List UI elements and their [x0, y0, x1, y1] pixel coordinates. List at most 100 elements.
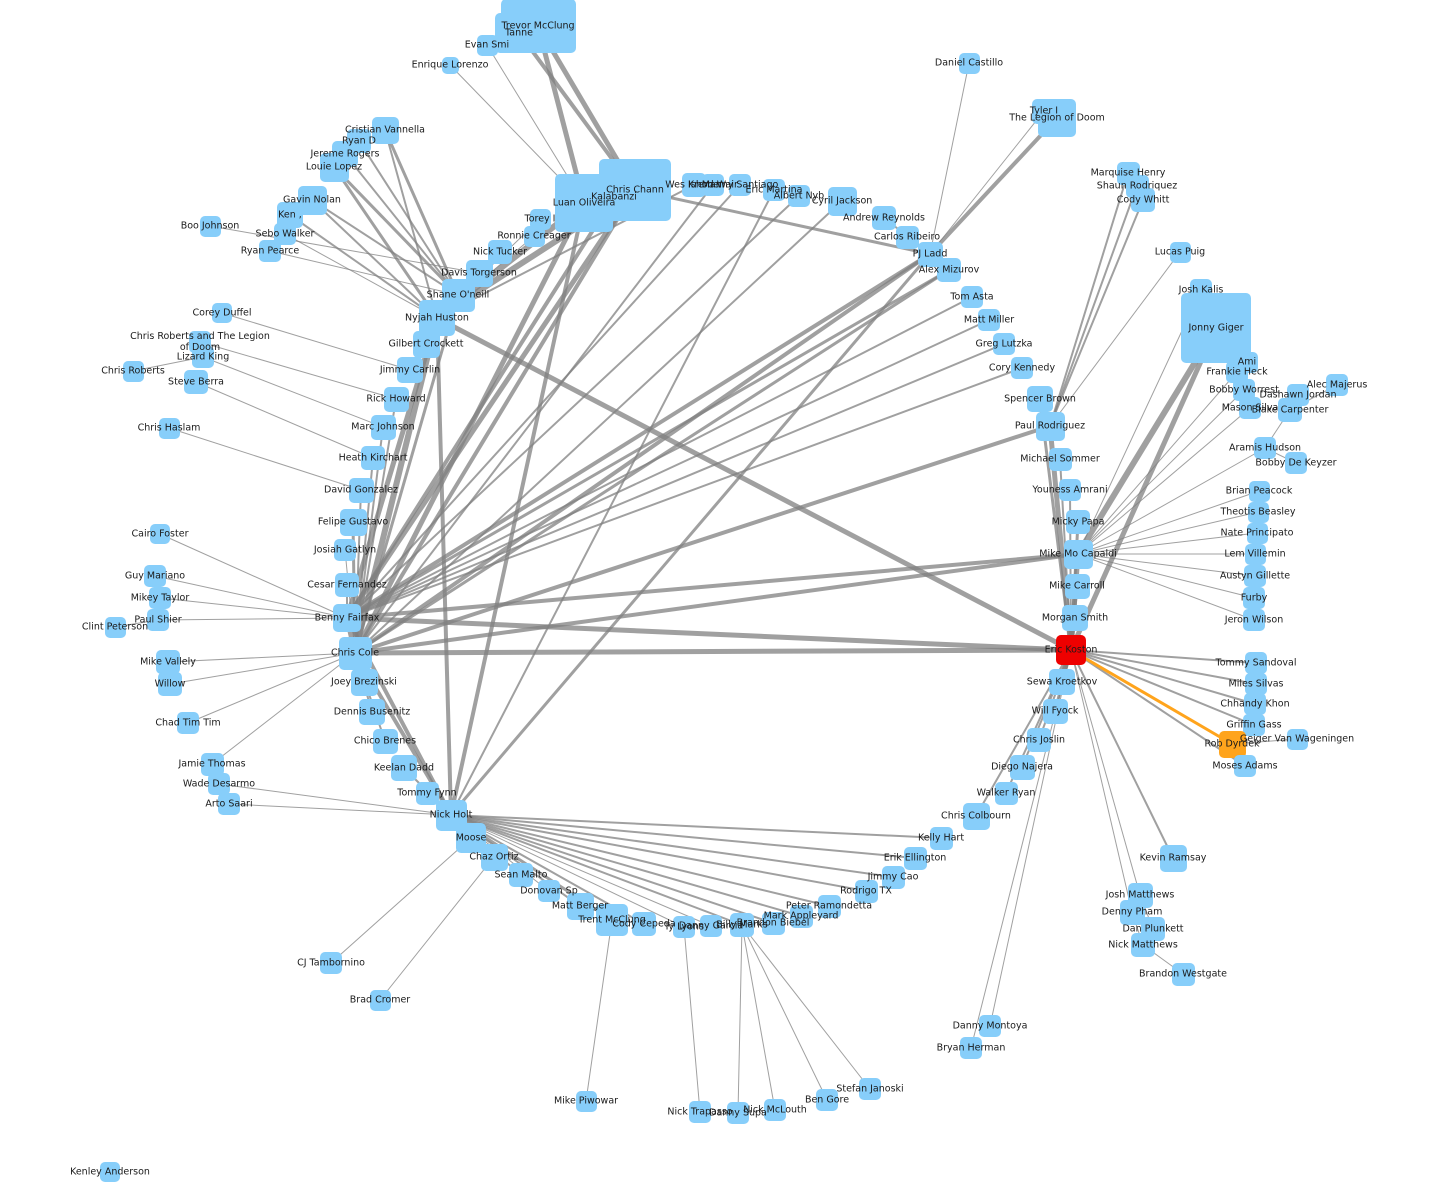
graph-node[interactable] — [199, 215, 221, 237]
graph-node[interactable] — [1244, 543, 1266, 565]
graph-node[interactable] — [333, 604, 361, 632]
graph-node[interactable] — [538, 880, 560, 902]
graph-node[interactable] — [859, 1078, 881, 1100]
graph-node[interactable] — [937, 258, 961, 282]
graph-node[interactable] — [929, 826, 953, 850]
graph-node[interactable] — [962, 802, 990, 830]
graph-node[interactable] — [1226, 361, 1248, 383]
graph-node[interactable] — [177, 712, 199, 734]
graph-node[interactable] — [1035, 411, 1065, 441]
graph-node[interactable] — [1248, 480, 1270, 502]
graph-node[interactable] — [320, 952, 342, 974]
graph-node[interactable] — [412, 330, 440, 358]
graph-node[interactable] — [958, 52, 980, 74]
graph-node[interactable] — [104, 616, 126, 638]
graph-node[interactable] — [391, 755, 417, 781]
graph-node[interactable] — [361, 446, 385, 470]
graph-node[interactable] — [575, 1090, 597, 1112]
graph-node[interactable] — [1245, 673, 1267, 695]
graph-node[interactable] — [978, 309, 1000, 331]
graph-node[interactable] — [1326, 374, 1348, 396]
graph-node[interactable] — [763, 179, 785, 201]
graph-node[interactable] — [415, 781, 439, 805]
graph-node[interactable] — [339, 508, 367, 536]
graph-node[interactable] — [1066, 510, 1090, 534]
graph-node[interactable] — [441, 56, 459, 74]
graph-node[interactable] — [994, 781, 1018, 805]
graph-node[interactable] — [1042, 698, 1068, 724]
graph-node[interactable] — [319, 152, 349, 182]
graph-node[interactable] — [1234, 755, 1256, 777]
graph-node[interactable] — [156, 650, 180, 674]
graph-node[interactable] — [1233, 379, 1255, 401]
graph-node[interactable] — [827, 186, 857, 216]
graph-node[interactable] — [788, 185, 810, 207]
graph-node[interactable] — [397, 357, 423, 383]
graph-node[interactable] — [961, 286, 983, 308]
graph-node[interactable] — [1245, 652, 1267, 674]
graph-node[interactable] — [592, 175, 636, 219]
graph-node[interactable] — [993, 333, 1015, 355]
graph-node[interactable] — [1056, 635, 1086, 665]
graph-node[interactable] — [673, 916, 695, 938]
graph-node[interactable] — [1063, 539, 1093, 569]
graph-node[interactable] — [1064, 573, 1090, 599]
graph-node[interactable] — [122, 360, 144, 382]
graph-node[interactable] — [100, 1162, 120, 1182]
graph-node[interactable] — [730, 913, 754, 937]
graph-node[interactable] — [158, 672, 182, 696]
graph-node[interactable] — [903, 846, 927, 870]
graph-node[interactable] — [979, 1015, 1001, 1037]
graph-node[interactable] — [1169, 241, 1191, 263]
graph-node[interactable] — [789, 904, 813, 928]
graph-node[interactable] — [184, 370, 208, 394]
graph-node[interactable] — [212, 303, 232, 323]
graph-node[interactable] — [1027, 728, 1051, 752]
graph-node[interactable] — [1181, 293, 1251, 363]
graph-node[interactable] — [895, 225, 919, 249]
graph-node[interactable] — [274, 223, 296, 245]
graph-node[interactable] — [1243, 609, 1265, 631]
graph-node[interactable] — [1243, 587, 1265, 609]
graph-node[interactable] — [338, 636, 372, 670]
graph-node[interactable] — [817, 894, 841, 918]
graph-node[interactable] — [960, 1037, 982, 1059]
graph-node[interactable] — [348, 477, 374, 503]
graph-node[interactable] — [370, 414, 396, 440]
graph-node[interactable] — [335, 573, 359, 597]
graph-node[interactable] — [1244, 693, 1266, 715]
graph-node[interactable] — [1027, 386, 1053, 412]
graph-node[interactable] — [192, 346, 214, 368]
graph-node[interactable] — [529, 208, 551, 230]
graph-node[interactable] — [1243, 714, 1265, 736]
graph-node[interactable] — [1031, 98, 1057, 124]
graph-node[interactable] — [1254, 437, 1276, 459]
graph-node[interactable] — [158, 417, 180, 439]
graph-node[interactable] — [1048, 447, 1072, 471]
graph-node[interactable] — [700, 915, 722, 937]
graph-node[interactable] — [480, 843, 508, 871]
graph-node[interactable] — [369, 989, 391, 1011]
graph-node[interactable] — [1171, 962, 1195, 986]
graph-node[interactable] — [147, 609, 169, 631]
graph-node[interactable] — [1285, 452, 1307, 474]
graph-node[interactable] — [596, 904, 628, 936]
graph-node[interactable] — [1011, 357, 1033, 379]
graph-node[interactable] — [259, 240, 281, 262]
graph-node[interactable] — [816, 1089, 838, 1111]
graph-node[interactable] — [334, 539, 356, 561]
graph-node[interactable] — [872, 206, 896, 230]
graph-node[interactable] — [1159, 844, 1187, 872]
graph-node[interactable] — [509, 863, 533, 887]
graph-node[interactable] — [1009, 754, 1035, 780]
graph-node[interactable] — [1244, 565, 1266, 587]
graph-node[interactable] — [1246, 522, 1268, 544]
graph-node[interactable] — [1119, 899, 1145, 925]
graph-node[interactable] — [150, 524, 170, 544]
graph-node[interactable] — [149, 587, 171, 609]
graph-node[interactable] — [1131, 933, 1155, 957]
graph-node[interactable] — [1131, 188, 1155, 212]
graph-node[interactable] — [1239, 397, 1261, 419]
